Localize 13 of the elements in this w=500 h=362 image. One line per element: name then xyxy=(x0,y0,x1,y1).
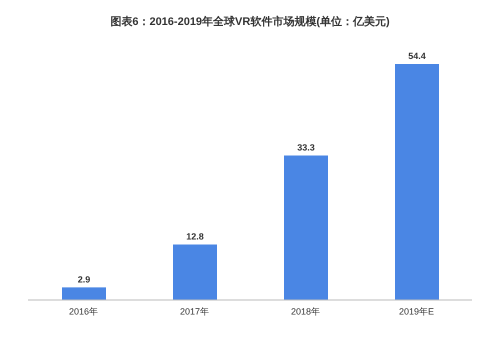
x-tick-label: 2016年 xyxy=(68,306,98,316)
data-label: 12.8 xyxy=(186,231,204,242)
x-tick-label: 2018年 xyxy=(290,306,320,316)
bar xyxy=(62,287,106,300)
data-label: 54.4 xyxy=(408,51,426,61)
data-label: 2.9 xyxy=(78,274,90,284)
bar xyxy=(173,244,217,300)
x-tick-label: 2019年E xyxy=(398,306,434,316)
data-label: 33.3 xyxy=(297,142,315,153)
x-tick-label: 2017年 xyxy=(180,306,210,316)
bar xyxy=(395,64,439,300)
bar xyxy=(284,156,328,300)
chart-title: 图表6：2016-2019年全球VR软件市场规模(单位：亿美元) xyxy=(109,14,391,30)
